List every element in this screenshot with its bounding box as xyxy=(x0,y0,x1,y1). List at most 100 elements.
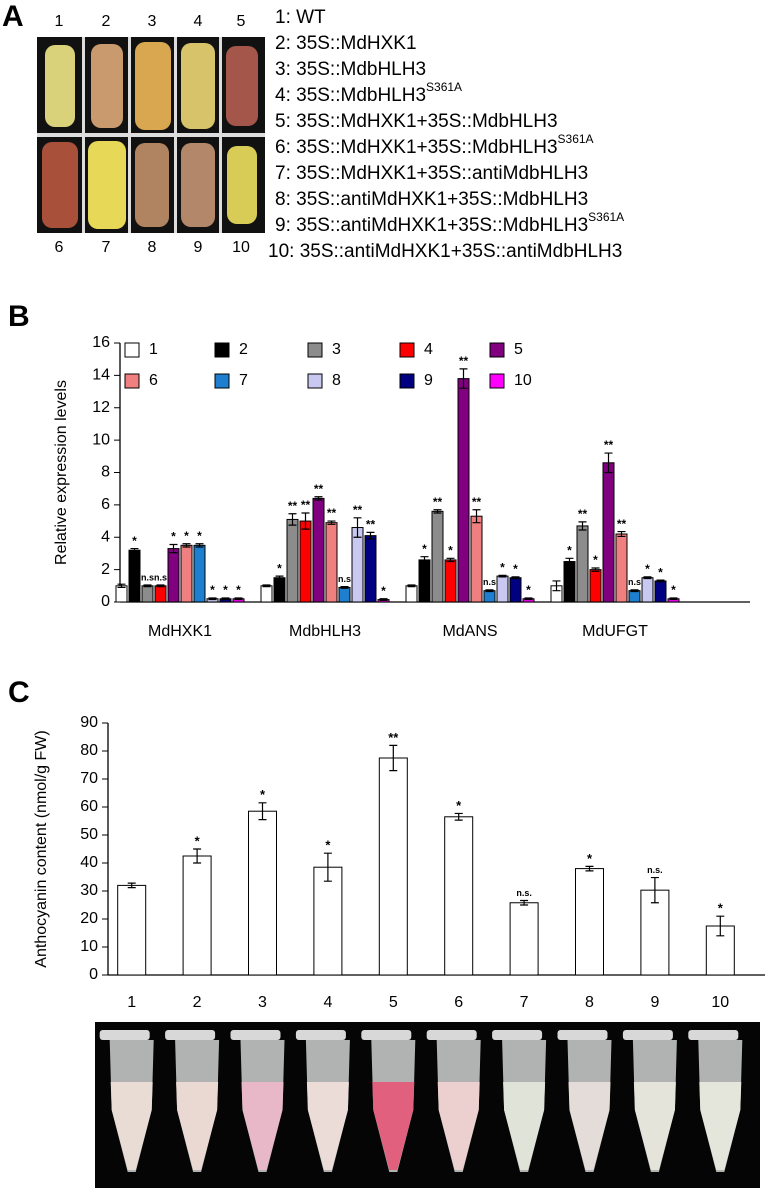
significance-label: * xyxy=(526,583,531,597)
bar xyxy=(640,889,670,976)
tube xyxy=(165,1030,220,1172)
significance-label: * xyxy=(587,851,593,866)
legend-label: 2 xyxy=(239,341,248,358)
error-bar xyxy=(195,543,204,548)
error-bar xyxy=(716,915,725,937)
legend-label: 9 xyxy=(424,372,433,389)
tube-liquid xyxy=(437,1082,480,1170)
tube-cap xyxy=(295,1030,346,1040)
error-bar xyxy=(472,509,481,524)
significance-label: ** xyxy=(617,517,627,531)
tube xyxy=(230,1030,285,1172)
error-bar xyxy=(156,584,165,588)
legend-line: 2: 35S::MdHXK1 xyxy=(275,33,417,54)
y-tick-label: 4 xyxy=(101,528,110,545)
significance-label: ** xyxy=(604,438,614,452)
legend-line: 6: 35S::MdHXK1+35S::MdbHLH3S361A xyxy=(275,132,594,158)
error-bar xyxy=(258,802,267,821)
tube-liquid xyxy=(633,1082,676,1170)
bar xyxy=(444,816,474,976)
legend-label: 10 xyxy=(514,372,532,389)
legend-sup: S361A xyxy=(588,210,624,224)
bar xyxy=(470,515,483,603)
photo-label: 2 xyxy=(102,13,111,30)
significance-label: * xyxy=(381,584,386,598)
y-axis-label: Anthocyanin content (nmol/g FW) xyxy=(33,730,50,967)
error-bar xyxy=(208,597,217,601)
error-bar xyxy=(459,368,468,389)
significance-label: * xyxy=(132,534,137,548)
error-bar xyxy=(366,531,375,540)
bar xyxy=(286,518,299,603)
legend-text: 2: 35S::MdHXK1 xyxy=(275,33,417,54)
error-bar xyxy=(117,583,126,589)
significance-label: ** xyxy=(353,503,363,517)
error-bar xyxy=(630,589,639,593)
significance-label: * xyxy=(171,530,176,544)
error-bar xyxy=(182,543,191,548)
error-bar xyxy=(288,513,297,526)
bar xyxy=(589,569,602,603)
y-tick-label: 70 xyxy=(80,770,98,787)
legend-line: 5: 35S::MdHXK1+35S::MdbHLH3 xyxy=(275,111,558,132)
bar xyxy=(313,866,343,976)
significance-label: n.s. xyxy=(647,865,663,875)
tube-cap xyxy=(426,1030,477,1040)
significance-label: * xyxy=(195,833,201,848)
tube-cap xyxy=(361,1030,412,1040)
significance-label: * xyxy=(448,543,453,557)
bar xyxy=(182,855,212,976)
bar xyxy=(167,548,180,603)
significance-label: n.s xyxy=(338,574,351,584)
error-bar xyxy=(327,520,336,525)
error-bar xyxy=(275,575,284,580)
legend-swatch xyxy=(214,342,230,358)
error-bar xyxy=(498,574,507,578)
error-bar xyxy=(520,899,529,906)
legend-text: 6: 35S::MdHXK1+35S::MdbHLH3 xyxy=(275,137,558,158)
error-bar xyxy=(169,543,178,554)
legend-label: 6 xyxy=(149,372,158,389)
bar xyxy=(615,533,628,603)
significance-label: * xyxy=(513,562,518,576)
x-tick-label: MdHXK1 xyxy=(148,623,212,640)
y-tick-label: 80 xyxy=(80,742,98,759)
error-bar xyxy=(552,580,561,592)
panel-label: C xyxy=(8,676,30,709)
bar xyxy=(312,497,325,603)
error-bar xyxy=(407,584,416,588)
x-tick-label: 1 xyxy=(127,994,136,1011)
significance-label: * xyxy=(236,583,241,597)
significance-label: n.s xyxy=(141,572,154,582)
bar xyxy=(641,577,654,603)
y-tick-label: 6 xyxy=(101,496,110,513)
tube-cap xyxy=(165,1030,216,1040)
bar xyxy=(115,585,128,603)
significance-label: * xyxy=(567,543,572,557)
legend-label: 7 xyxy=(239,372,248,389)
tube xyxy=(361,1030,416,1172)
significance-label: n.s xyxy=(483,577,496,587)
bar xyxy=(431,510,444,603)
error-bar xyxy=(604,452,613,474)
tube-liquid xyxy=(503,1082,546,1170)
error-bar xyxy=(353,517,362,538)
error-bar xyxy=(143,584,152,588)
bar xyxy=(405,585,418,603)
x-tick-label: 2 xyxy=(193,994,202,1011)
photo-label: 3 xyxy=(148,13,157,30)
y-tick-label: 8 xyxy=(101,464,110,481)
error-bar xyxy=(127,882,136,889)
bar xyxy=(378,757,408,976)
significance-label: * xyxy=(325,838,331,853)
panel-label: B xyxy=(8,300,30,333)
y-tick-label: 10 xyxy=(80,938,98,955)
callus-photo xyxy=(37,37,265,233)
y-tick-label: 0 xyxy=(101,593,110,610)
error-bar xyxy=(446,557,455,563)
tube-liquid xyxy=(372,1082,415,1170)
significance-label: * xyxy=(277,561,282,575)
bar xyxy=(563,561,576,603)
y-tick-label: 40 xyxy=(80,854,98,871)
legend-text: 5: 35S::MdHXK1+35S::MdbHLH3 xyxy=(275,111,558,132)
